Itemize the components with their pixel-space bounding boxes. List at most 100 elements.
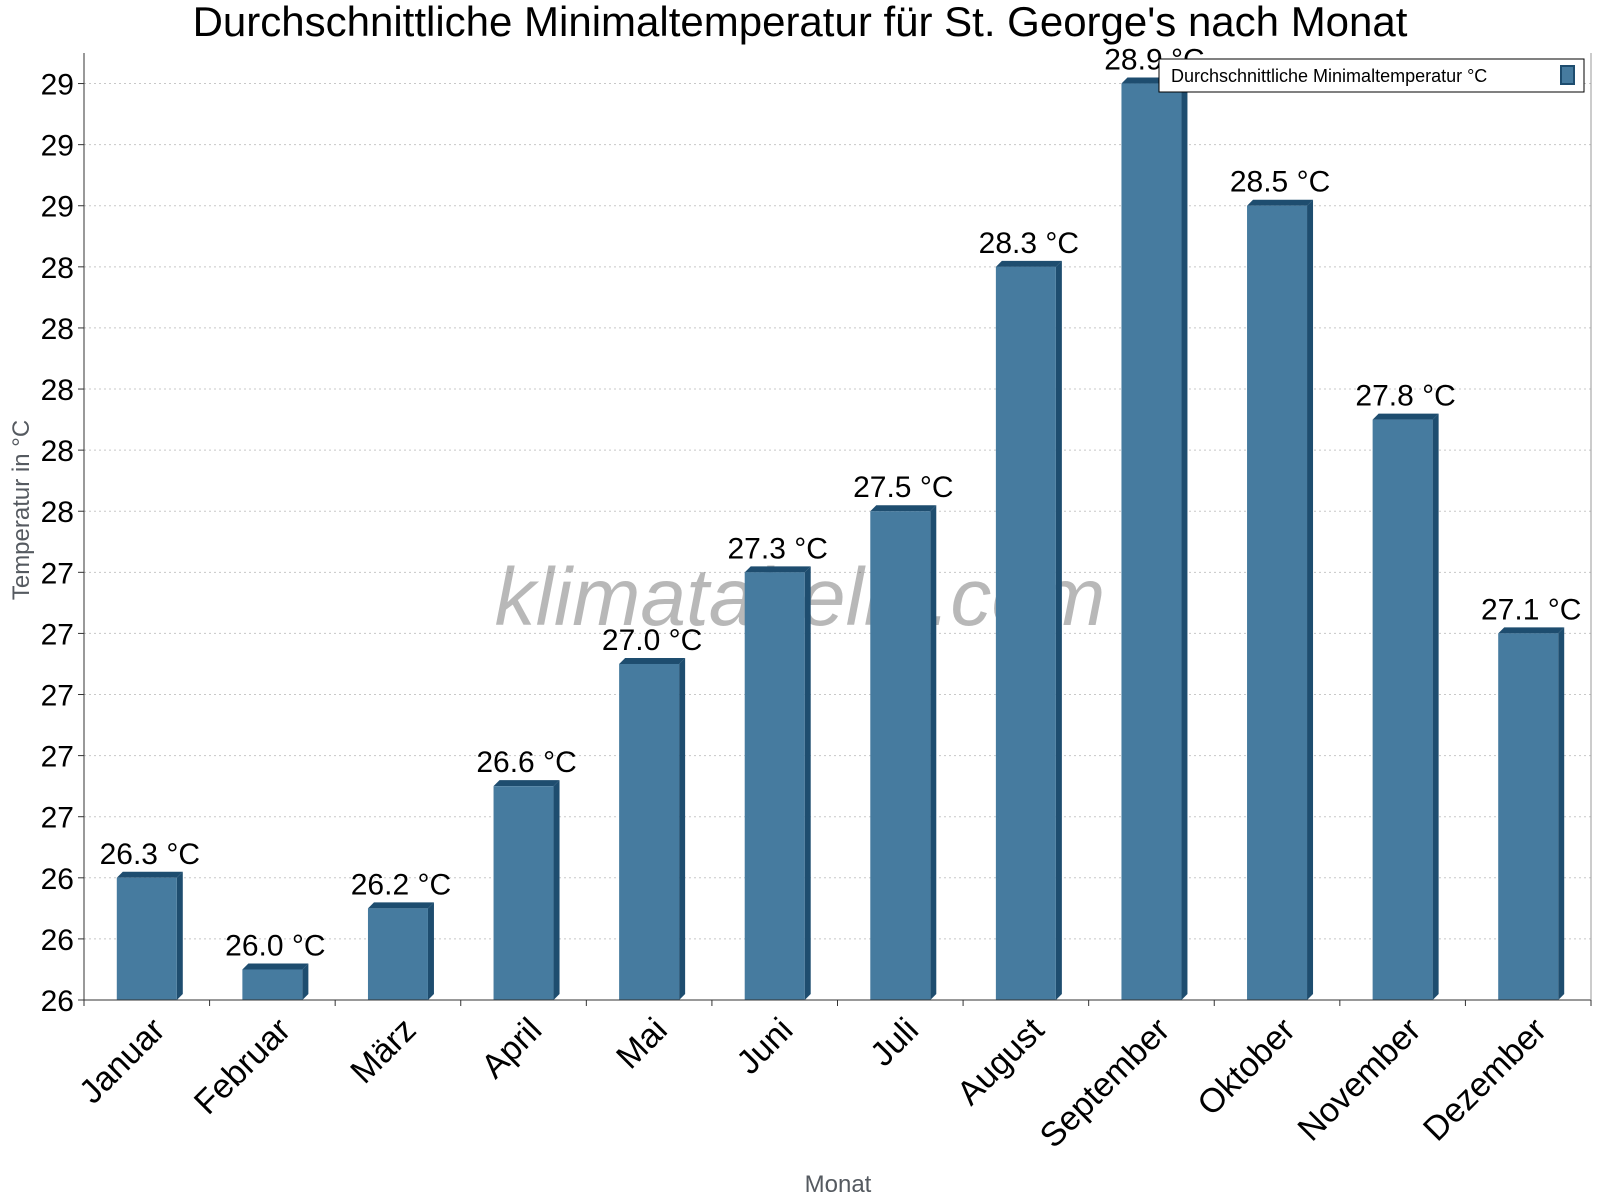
x-tick-label: Dezember xyxy=(1416,1011,1554,1149)
x-tick-label: September xyxy=(1033,1011,1177,1155)
bar-top xyxy=(493,780,560,787)
data-label: 26.2 °C xyxy=(351,868,451,901)
x-tick-label: August xyxy=(950,1010,1052,1112)
data-label: 27.5 °C xyxy=(853,471,953,504)
x-tick-label: Mai xyxy=(609,1011,675,1077)
bar-face xyxy=(1372,419,1433,1000)
y-tick-label: 29 xyxy=(41,191,74,224)
bar-face xyxy=(1247,205,1308,1000)
bar-face xyxy=(1498,633,1559,1000)
data-label: 27.0 °C xyxy=(602,624,702,657)
y-tick-label: 27 xyxy=(41,802,74,835)
bar xyxy=(744,566,811,1000)
bar-face xyxy=(493,786,554,1000)
bar xyxy=(995,260,1062,1000)
bar-top xyxy=(242,963,309,970)
data-label: 27.3 °C xyxy=(728,532,828,565)
x-tick-label: Januar xyxy=(72,1011,172,1111)
y-tick-label: 26 xyxy=(41,924,74,957)
y-tick-label: 26 xyxy=(41,863,74,896)
y-tick-label: 29 xyxy=(41,69,74,102)
bar-face xyxy=(242,969,303,1000)
x-axis-title: Monat xyxy=(805,1171,872,1198)
data-label: 28.3 °C xyxy=(979,227,1079,260)
data-label: 27.8 °C xyxy=(1355,380,1455,413)
data-label: 28.5 °C xyxy=(1230,166,1330,199)
data-label: 26.6 °C xyxy=(476,746,576,779)
bar xyxy=(1498,627,1565,1000)
axes xyxy=(78,53,1592,1006)
bar-top xyxy=(995,260,1062,267)
y-tick-label: 27 xyxy=(41,618,74,651)
bars xyxy=(116,77,1565,1000)
y-tick-label: 26 xyxy=(41,985,74,1018)
bar-side xyxy=(553,780,560,1000)
y-tick-label: 28 xyxy=(41,252,74,285)
bar-side xyxy=(1055,260,1062,1000)
bar-top xyxy=(1372,413,1439,420)
legend-label: Durchschnittliche Minimaltemperatur °C xyxy=(1171,66,1487,86)
legend-swatch xyxy=(1560,65,1575,85)
bar-side xyxy=(427,902,434,1000)
y-tick-label: 27 xyxy=(41,741,74,774)
bar xyxy=(870,505,937,1000)
y-tick-label: 29 xyxy=(41,130,74,163)
bar-top xyxy=(619,657,686,664)
y-tick-label: 27 xyxy=(41,557,74,590)
x-tick-label: Juni xyxy=(729,1011,800,1082)
x-tick-label: April xyxy=(474,1011,549,1086)
bar xyxy=(493,780,560,1000)
bar-side xyxy=(930,505,937,1000)
bar-top xyxy=(1247,199,1314,206)
legend: Durchschnittliche Minimaltemperatur °C xyxy=(1158,58,1585,93)
bar-side xyxy=(1558,627,1565,1000)
bar-side xyxy=(804,566,811,1000)
y-tick-label: 27 xyxy=(41,680,74,713)
bar-top xyxy=(870,505,937,512)
y-axis-title: Temperatur in °C xyxy=(8,420,35,600)
bar xyxy=(1372,413,1439,1000)
y-tick-label: 28 xyxy=(41,313,74,346)
bar xyxy=(242,963,309,1000)
bar xyxy=(1247,199,1314,1000)
x-tick-label: Juli xyxy=(863,1011,926,1074)
grid-lines xyxy=(84,83,1591,940)
x-tick-label: März xyxy=(343,1011,423,1091)
x-tick-label: Oktober xyxy=(1190,1011,1302,1123)
y-tick-label: 28 xyxy=(41,374,74,407)
bar-top xyxy=(116,871,183,878)
y-tick-label: 28 xyxy=(41,496,74,529)
x-tick-label: Februar xyxy=(187,1011,298,1122)
bar-top xyxy=(1498,627,1565,634)
legend-box xyxy=(1158,58,1585,93)
bar-top xyxy=(367,902,434,909)
bar-side xyxy=(176,871,183,1000)
y-tick-label: 28 xyxy=(41,435,74,468)
x-axis-ticks: Januar Februar März April Mai Juni Juli AugustS… xyxy=(72,1010,1554,1155)
bar xyxy=(619,657,686,1000)
bar-side xyxy=(679,657,686,1000)
chart-title: Durchschnittliche Minimaltemperatur für … xyxy=(193,0,1408,45)
bar-face xyxy=(619,663,680,1000)
bar-side xyxy=(1181,77,1188,1000)
bar xyxy=(1121,77,1188,1000)
y-axis-ticks: 26 26 26 27 27 27 27 27 28 28 28 28 28 29 29 29 xyxy=(41,69,74,1018)
bar-face xyxy=(1121,83,1182,1000)
bar-top xyxy=(744,566,811,573)
bar-side xyxy=(1432,413,1439,1000)
bar-face xyxy=(870,511,931,1000)
data-label: 26.0 °C xyxy=(225,929,325,962)
bar-side xyxy=(302,963,309,1000)
data-label: 27.1 °C xyxy=(1481,593,1581,626)
bar xyxy=(116,871,183,1000)
data-labels: 26.3 °C 26.0 °C 26.2 °C 26.6 °C 27.0 °C 27.3 … xyxy=(100,44,1582,963)
bar xyxy=(367,902,434,1000)
x-tick-label: November xyxy=(1291,1011,1429,1149)
bar-face xyxy=(116,877,177,1000)
bar-face xyxy=(367,908,428,1000)
data-label: 26.3 °C xyxy=(100,838,200,871)
bar-side xyxy=(1307,199,1314,1000)
bar-face xyxy=(744,572,805,1000)
bar-face xyxy=(995,266,1056,1000)
